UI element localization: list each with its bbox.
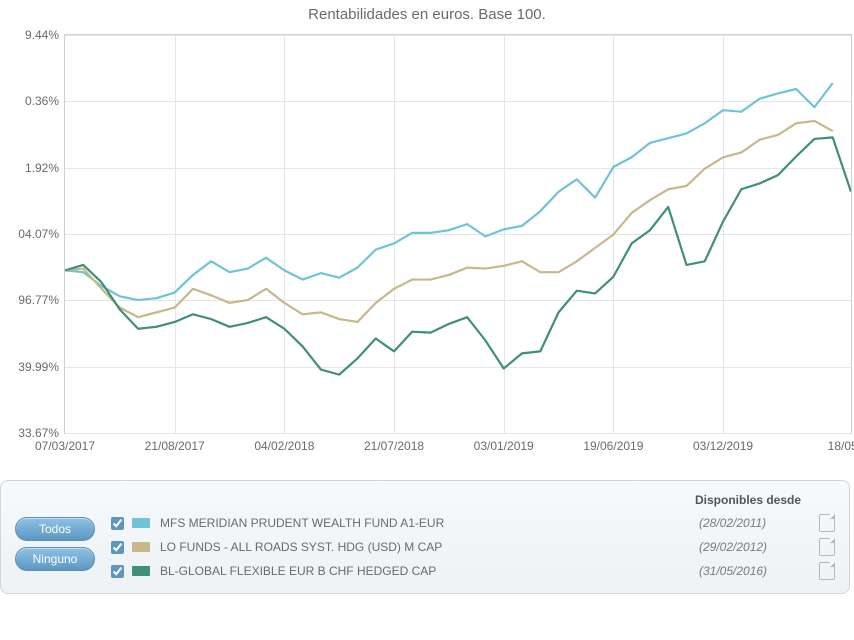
y-axis-label: 39.99% xyxy=(18,360,59,374)
series-checkbox[interactable] xyxy=(111,517,124,530)
series-checkbox[interactable] xyxy=(111,541,124,554)
select-none-button[interactable]: Ninguno xyxy=(15,547,95,571)
x-axis-label: 03/01/2019 xyxy=(474,439,534,453)
select-all-button[interactable]: Todos xyxy=(15,517,95,541)
x-axis-label: 07/03/2017 xyxy=(35,439,95,453)
y-axis-label: 1.92% xyxy=(25,161,59,175)
x-axis-label: 03/12/2019 xyxy=(693,439,753,453)
chart-lines xyxy=(65,35,851,433)
y-axis-label: 0.36% xyxy=(25,94,59,108)
series-name: BL-GLOBAL FLEXIBLE EUR B CHF HEDGED CAP xyxy=(160,564,699,578)
series-available-from: (31/05/2016) xyxy=(699,564,819,578)
legend-series-column: Disponibles desde MFS MERIDIAN PRUDENT W… xyxy=(111,493,835,583)
document-icon[interactable] xyxy=(819,562,835,580)
y-axis-label: 04.07% xyxy=(18,227,59,241)
legend-series-row: BL-GLOBAL FLEXIBLE EUR B CHF HEDGED CAP(… xyxy=(111,559,835,583)
document-icon[interactable] xyxy=(819,538,835,556)
x-axis-label: 19/06/2019 xyxy=(583,439,643,453)
chart-container: Rentabilidades en euros. Base 100. quefo… xyxy=(0,0,854,470)
grid-line-horizontal xyxy=(65,433,851,434)
series-swatch xyxy=(132,566,150,576)
legend-header: Disponibles desde xyxy=(111,493,835,507)
series-name: LO FUNDS - ALL ROADS SYST. HDG (USD) M C… xyxy=(160,540,699,554)
plot-area: 33.67%39.99%96.77%04.07%1.92%0.36%9.44%0… xyxy=(64,34,852,434)
x-axis-label: 21/08/2017 xyxy=(145,439,205,453)
series-swatch xyxy=(132,518,150,528)
chart-title: Rentabilidades en euros. Base 100. xyxy=(0,6,854,23)
x-axis-label: 18/05/20 xyxy=(828,439,854,453)
series-available-from: (29/02/2012) xyxy=(699,540,819,554)
series-line xyxy=(65,83,833,300)
legend-button-column: Todos Ninguno xyxy=(15,493,111,577)
legend-series-row: LO FUNDS - ALL ROADS SYST. HDG (USD) M C… xyxy=(111,535,835,559)
legend-header-available: Disponibles desde xyxy=(695,493,835,507)
series-swatch xyxy=(132,542,150,552)
series-line xyxy=(65,121,833,322)
legend-series-row: MFS MERIDIAN PRUDENT WEALTH FUND A1-EUR(… xyxy=(111,511,835,535)
y-axis-label: 33.67% xyxy=(18,426,59,440)
series-line xyxy=(65,137,851,374)
y-axis-label: 96.77% xyxy=(18,293,59,307)
x-axis-label: 21/07/2018 xyxy=(364,439,424,453)
series-checkbox[interactable] xyxy=(111,565,124,578)
document-icon[interactable] xyxy=(819,514,835,532)
legend-panel: Todos Ninguno Disponibles desde MFS MERI… xyxy=(0,480,850,594)
x-axis-label: 04/02/2018 xyxy=(254,439,314,453)
y-axis-label: 9.44% xyxy=(25,28,59,42)
series-name: MFS MERIDIAN PRUDENT WEALTH FUND A1-EUR xyxy=(160,516,699,530)
series-available-from: (28/02/2011) xyxy=(699,516,819,530)
